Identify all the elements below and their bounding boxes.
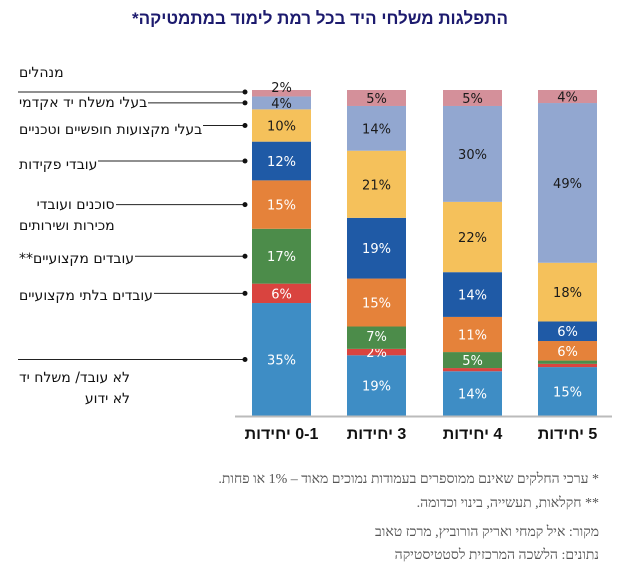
bar-segment [538, 262, 597, 322]
bar-segment [443, 352, 502, 369]
chart-title: התפלגות משלחי היד בכל רמת לימוד במתמטיקה… [132, 9, 508, 28]
bar-segment [347, 217, 406, 279]
bar-segment [538, 341, 597, 361]
bar-segment [252, 90, 311, 97]
data-label: 17% [267, 250, 296, 265]
data-label: 5% [462, 92, 483, 107]
footnote-2: ** חקלאות, תעשייה, בינוי וכדומה. [416, 496, 599, 511]
source-note: מקור: איל קמחי ואריק הורוביץ, מרכז טאוב [375, 525, 599, 540]
data-label: 35% [267, 354, 296, 369]
data-label: 21% [362, 178, 391, 193]
legend-item: לא עובד/ משלח יד לא ידוע [18, 368, 132, 410]
data-source-note: נתונים: הלשכה המרכזית לסטטיסטיקה [394, 548, 599, 563]
bar-segment [252, 303, 311, 416]
legend-dot [242, 202, 248, 208]
legend-item: עובדים מקצועיים** [18, 249, 136, 270]
legend-dot [242, 123, 248, 129]
legend-item: עובדים בלתי מקצועיים [18, 286, 154, 307]
legend-item: מנהלים [18, 63, 65, 84]
data-label: 11% [458, 329, 487, 344]
bar-segment [347, 90, 406, 106]
legend-item: בעלי מקצועות חופשיים וטכניים [18, 120, 204, 141]
bar-segment [443, 371, 502, 416]
legend-dot [242, 100, 248, 106]
bar-segment [443, 368, 502, 372]
bar-segment [347, 278, 406, 327]
bar-segment [538, 367, 597, 416]
bar-segment [252, 96, 311, 110]
bar-segment [252, 283, 311, 304]
x-tick-label: 4 יחידות [442, 426, 503, 443]
legend-dot [242, 290, 248, 296]
bar-segment [252, 109, 311, 142]
legend-dot [242, 253, 248, 259]
x-tick-label: 0-1 יחידות [244, 426, 319, 443]
bar-segment [538, 363, 597, 368]
data-label: 30% [458, 148, 487, 163]
bar-segment [252, 180, 311, 229]
data-label: 14% [458, 388, 487, 403]
bar-segment [538, 90, 597, 104]
data-label: 4% [271, 97, 292, 112]
bar-segment [538, 321, 597, 342]
bar-segment [443, 316, 502, 353]
legend-item: סוכנים ועובדי מכירות ושירותים [18, 195, 116, 237]
data-label: 5% [462, 354, 483, 369]
data-label: 12% [267, 155, 296, 170]
data-label: 2% [366, 346, 387, 361]
bar-segment [538, 360, 597, 364]
data-label: 15% [362, 297, 391, 312]
data-label: 10% [267, 120, 296, 135]
legend-item: עובדי פקידות [18, 155, 99, 176]
data-label: 4% [557, 91, 578, 106]
bar-segment [347, 105, 406, 151]
data-label: 19% [362, 242, 391, 257]
bar-segment [443, 105, 502, 202]
data-label: 14% [362, 122, 391, 137]
data-label: 49% [553, 177, 582, 192]
data-label: 2% [271, 81, 292, 96]
legend-dot [242, 158, 248, 164]
x-tick-label: 5 יחידות [537, 426, 598, 443]
bar-segment [347, 326, 406, 349]
footnote-1: * ערכי החלקים שאינם ממוספרים בעמודות נמו… [218, 472, 599, 487]
bar-segment [538, 103, 597, 263]
data-label: 22% [458, 231, 487, 246]
bar-segment [347, 150, 406, 218]
legend-item: בעלי משלח יד אקדמי [18, 93, 149, 114]
bar-segment [347, 348, 406, 356]
data-label: 18% [553, 286, 582, 301]
data-label: 15% [267, 199, 296, 214]
bar-segment [252, 141, 311, 181]
data-label: 15% [553, 386, 582, 401]
data-label: 6% [557, 345, 578, 360]
x-tick-label: 3 יחידות [346, 426, 407, 443]
bar-segment [443, 272, 502, 317]
data-label: 7% [366, 330, 387, 345]
bar-segment [347, 355, 406, 416]
bar-segment [252, 228, 311, 284]
legend-dot [242, 89, 248, 95]
bar-segment [443, 201, 502, 273]
data-label: 14% [458, 289, 487, 304]
legend-dot [242, 357, 248, 363]
data-label: 19% [362, 380, 391, 395]
data-label: 6% [557, 325, 578, 340]
data-label: 6% [271, 287, 292, 302]
bar-segment [443, 90, 502, 106]
data-label: 5% [366, 92, 387, 107]
